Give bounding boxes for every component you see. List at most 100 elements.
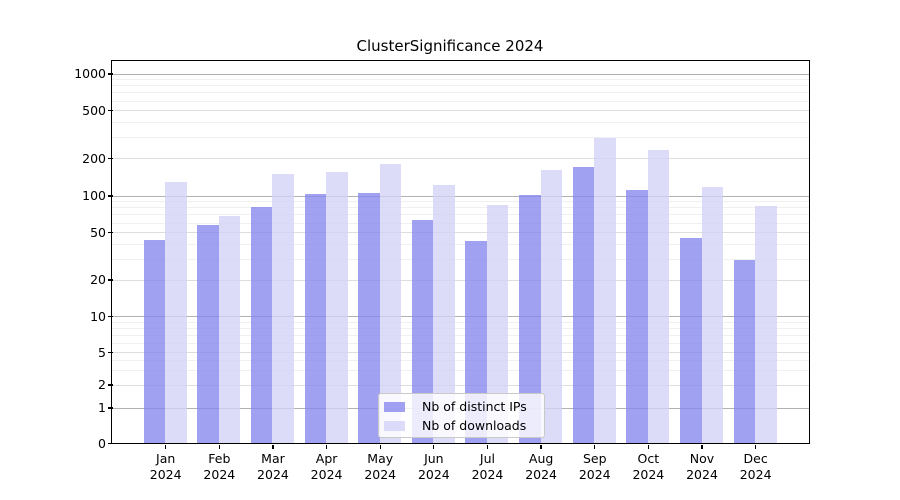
minor-gridline-labeled <box>112 384 809 386</box>
year-label: 2024 <box>471 466 504 482</box>
y-axis-tick <box>108 352 113 354</box>
x-axis-tick-label: Oct 2024 <box>616 451 680 482</box>
minor-gridline <box>112 201 809 203</box>
y-axis-tick <box>108 316 113 318</box>
x-axis-tick-label: Nov 2024 <box>670 451 734 482</box>
y-axis-tick <box>108 279 113 281</box>
minor-gridline-labeled <box>112 279 809 281</box>
year-label: 2024 <box>310 466 343 482</box>
y-axis-tick-label: 5 <box>98 344 106 360</box>
bar-distinct-ips <box>733 260 756 443</box>
year-label: 2024 <box>578 466 611 482</box>
month-label: Dec <box>743 451 768 466</box>
y-axis-tick-label: 0 <box>98 435 106 451</box>
month-label: Jun <box>424 451 444 466</box>
minor-gridline <box>112 258 809 260</box>
plot-area <box>111 60 810 444</box>
bar-downloads <box>647 150 670 443</box>
major-gridline <box>112 195 809 197</box>
minor-gridline <box>112 334 809 336</box>
x-axis-tick-label: Feb 2024 <box>187 451 251 482</box>
bar-downloads <box>755 206 777 443</box>
x-axis-tick <box>540 445 542 449</box>
y-axis-tick-label: 200 <box>82 150 106 166</box>
minor-gridline <box>112 243 809 245</box>
bar-distinct-ips <box>519 194 541 443</box>
x-axis-tick <box>754 445 757 449</box>
x-axis-tick <box>165 445 167 449</box>
bar-distinct-ips <box>143 240 166 443</box>
minor-gridline <box>112 360 809 362</box>
year-label: 2024 <box>739 466 772 482</box>
bar-distinct-ips <box>411 219 434 443</box>
y-axis-tick-label: 50 <box>90 224 106 240</box>
bar-distinct-ips <box>358 192 380 443</box>
x-axis-tick-label: May 2024 <box>348 451 412 482</box>
x-axis-tick-label: Dec 2024 <box>724 451 788 482</box>
month-label: Nov <box>689 451 715 466</box>
bar-downloads <box>379 163 402 443</box>
legend-item-distinct-ips: Nb of distinct IPs <box>384 397 544 416</box>
year-label: 2024 <box>686 466 718 482</box>
y-axis-tick-label: 20 <box>90 272 106 287</box>
bar-distinct-ips <box>680 237 702 443</box>
x-axis-tick <box>325 445 328 449</box>
bar-distinct-ips <box>465 241 487 443</box>
year-label: 2024 <box>203 466 236 482</box>
x-axis-tick <box>701 445 703 449</box>
month-label: Jul <box>479 451 496 466</box>
minor-gridline <box>112 370 809 372</box>
month-label: Oct <box>637 451 660 466</box>
year-label: 2024 <box>417 466 450 482</box>
month-label: May <box>367 451 394 466</box>
x-axis-tick <box>433 445 435 449</box>
legend: Nb of distinct IPs Nb of downloads <box>378 393 545 438</box>
y-axis-tick <box>108 232 113 234</box>
major-gridline <box>112 316 809 318</box>
y-axis-tick-label: 2 <box>98 377 106 392</box>
bar-downloads <box>433 185 455 443</box>
x-axis-tick <box>647 445 650 449</box>
minor-gridline <box>112 85 809 87</box>
legend-item-downloads: Nb of downloads <box>384 416 544 435</box>
bar-distinct-ips <box>626 190 648 443</box>
month-label: Mar <box>261 451 285 466</box>
x-axis-tick <box>218 445 220 449</box>
y-axis-tick-label: 10 <box>90 308 106 324</box>
minor-gridline-labeled <box>112 232 809 234</box>
x-axis-tick <box>272 445 274 449</box>
month-label: Aug <box>528 451 554 466</box>
x-axis-tick <box>486 445 489 449</box>
minor-gridline <box>112 342 809 344</box>
x-axis-tick-label: Mar 2024 <box>241 451 305 482</box>
x-axis-tick <box>379 445 381 449</box>
minor-gridline <box>112 92 809 94</box>
y-axis-tick-label: 500 <box>82 102 106 118</box>
bar-distinct-ips <box>250 207 273 443</box>
y-axis-tick <box>108 442 113 445</box>
year-label: 2024 <box>364 466 397 482</box>
minor-gridline <box>112 136 809 138</box>
minor-gridline <box>112 321 809 323</box>
y-axis-tick <box>108 407 113 409</box>
y-axis-tick-label: 1 <box>98 400 106 415</box>
year-label: 2024 <box>257 466 289 482</box>
y-axis-tick <box>108 73 113 75</box>
bar-distinct-ips <box>197 225 219 443</box>
y-axis-tick <box>108 110 113 112</box>
y-axis-tick <box>108 195 113 197</box>
legend-label-downloads: Nb of downloads <box>422 418 527 433</box>
year-label: 2024 <box>149 466 182 482</box>
x-axis-tick-label: Apr 2024 <box>295 451 359 482</box>
x-axis-tick-label: Jan 2024 <box>134 451 198 482</box>
minor-gridline <box>112 100 809 102</box>
legend-label-distinct-ips: Nb of distinct IPs <box>422 399 527 414</box>
bar-downloads <box>701 186 723 443</box>
y-axis-tick-label: 1000 <box>74 66 106 81</box>
minor-gridline-labeled <box>112 352 809 354</box>
year-label: 2024 <box>525 466 558 482</box>
minor-gridline <box>112 214 809 216</box>
y-axis-tick-label: 100 <box>82 188 106 203</box>
y-axis-tick <box>108 158 113 160</box>
